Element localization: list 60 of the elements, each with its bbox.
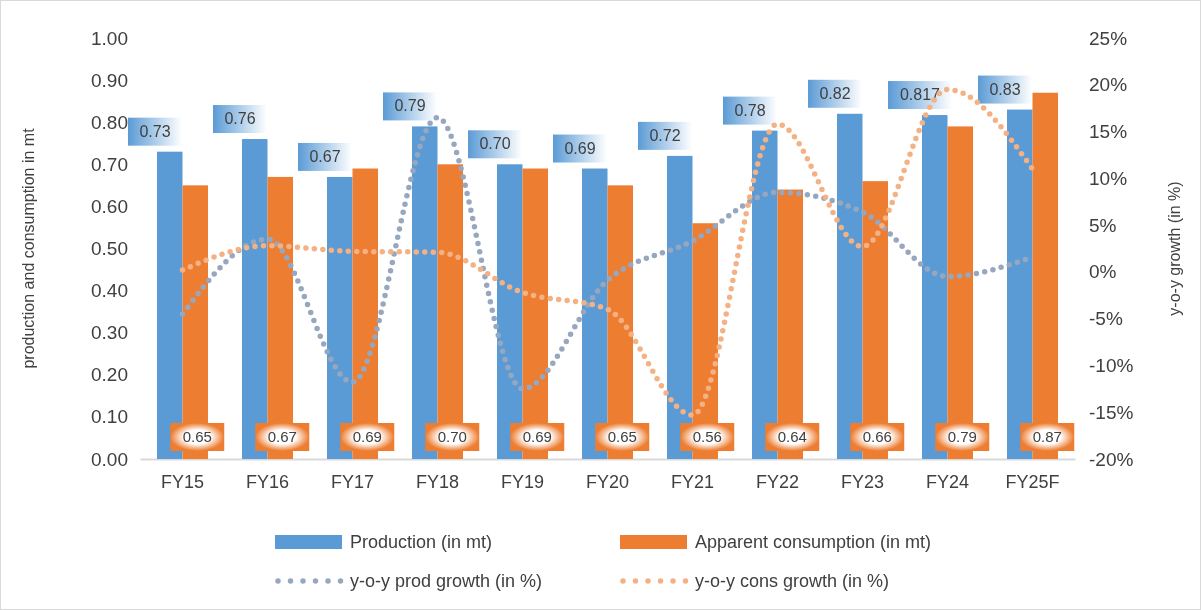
data-label: 0.82 xyxy=(819,84,851,102)
legend-label: y-o-y prod growth (in %) xyxy=(350,571,543,591)
data-label: 0.70 xyxy=(437,428,467,445)
data-label: 0.64 xyxy=(777,428,807,445)
y2-tick-label: -5% xyxy=(1089,308,1123,330)
x-tick-label: FY23 xyxy=(840,471,885,492)
data-label: 0.79 xyxy=(947,428,977,445)
y2-tick-label: -15% xyxy=(1089,401,1134,423)
data-label: 0.79 xyxy=(394,97,426,115)
y-tick-label: 0.40 xyxy=(91,280,128,302)
x-tick-label: FY24 xyxy=(925,471,970,492)
data-label: 0.73 xyxy=(139,122,171,140)
x-tick-label: FY25F xyxy=(1005,471,1060,492)
data-label: 0.87 xyxy=(1032,428,1062,445)
data-label: 0.78 xyxy=(734,101,766,119)
legend-label: Apparent consumption (in mt) xyxy=(695,532,932,552)
y2-tick-label: -20% xyxy=(1089,448,1134,470)
data-label: 0.67 xyxy=(267,428,297,445)
x-tick-label: FY17 xyxy=(330,471,375,492)
y-tick-label: 0.50 xyxy=(91,238,128,260)
y-axis-title: production and consumption in mt xyxy=(20,127,37,369)
data-label: 0.67 xyxy=(309,147,341,165)
x-tick-label: FY20 xyxy=(585,471,630,492)
legend-label: y-o-y cons growth (in %) xyxy=(695,571,890,591)
data-label: 0.66 xyxy=(862,428,892,445)
data-label: 0.70 xyxy=(479,135,511,153)
x-tick-label: FY21 xyxy=(670,471,715,492)
y2-tick-label: 15% xyxy=(1089,121,1128,143)
x-tick-label: FY18 xyxy=(415,471,460,492)
legend-label: Production (in mt) xyxy=(350,532,493,552)
y2-tick-label: 0% xyxy=(1089,261,1117,283)
y2-tick-label: 5% xyxy=(1089,214,1117,236)
y-tick-label: 0.60 xyxy=(91,195,128,217)
data-label: 0.83 xyxy=(989,80,1021,98)
data-label: 0.65 xyxy=(182,428,212,445)
data-label: 0.72 xyxy=(649,126,681,144)
data-label: 0.56 xyxy=(692,428,722,445)
y-tick-label: 0.20 xyxy=(91,364,128,386)
y-tick-label: 0.70 xyxy=(91,153,128,175)
y-tick-label: 0.80 xyxy=(91,111,128,133)
y2-tick-label: -10% xyxy=(1089,355,1134,377)
y-tick-label: 0.00 xyxy=(91,448,128,470)
x-tick-label: FY16 xyxy=(245,471,290,492)
data-label: 0.69 xyxy=(564,139,596,157)
y2-tick-label: 20% xyxy=(1089,74,1128,96)
data-label: 0.69 xyxy=(522,428,552,445)
y-tick-label: 1.00 xyxy=(91,27,128,49)
data-label: 0.76 xyxy=(224,110,256,128)
data-label: 0.817 xyxy=(899,86,941,104)
data-label: 0.65 xyxy=(607,428,637,445)
x-tick-label: FY22 xyxy=(755,471,800,492)
y-tick-label: 0.90 xyxy=(91,69,128,91)
x-tick-label: FY15 xyxy=(160,471,205,492)
y2-tick-label: 25% xyxy=(1089,27,1128,49)
data-label: 0.69 xyxy=(352,428,382,445)
y2-tick-label: 10% xyxy=(1089,167,1128,189)
y-tick-label: 0.10 xyxy=(91,406,128,428)
x-tick-label: FY19 xyxy=(500,471,545,492)
y2-axis-title: y-o-y growth (in %) xyxy=(1166,181,1183,316)
y-tick-label: 0.30 xyxy=(91,322,128,344)
